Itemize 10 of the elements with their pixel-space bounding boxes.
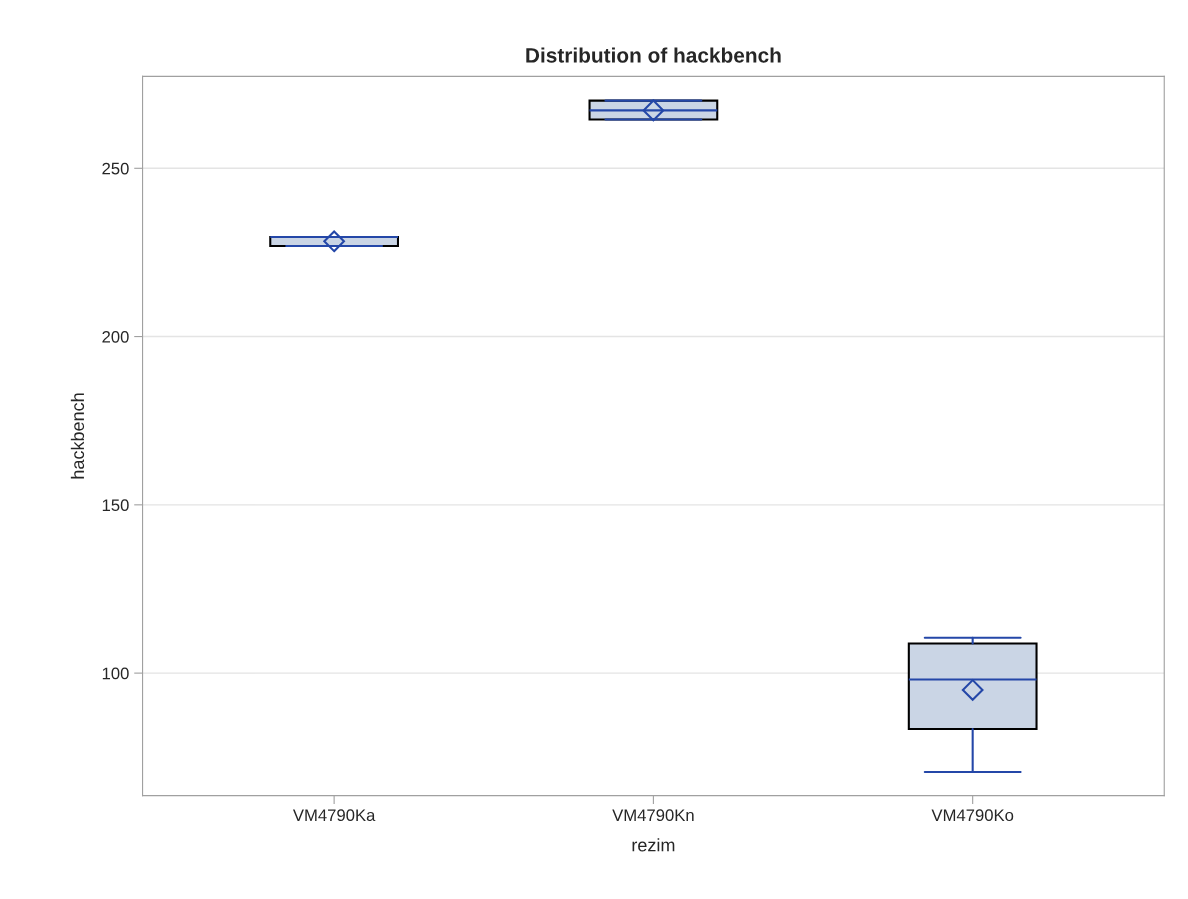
x-tick-label: VM4790Ka xyxy=(292,809,376,822)
y-tick-label: 100 xyxy=(102,667,129,680)
y-tick-label: 250 xyxy=(102,162,129,175)
y-tick-label: 150 xyxy=(102,499,129,512)
x-tick-label: VM4790Ko xyxy=(931,809,1014,822)
x-axis-title: rezim xyxy=(632,838,675,852)
x-tick-label: VM4790Kn xyxy=(612,809,694,822)
chart-title: Distribution of hackbench xyxy=(526,47,781,63)
y-tick-label: 200 xyxy=(102,330,129,343)
y-axis-title: hackbench xyxy=(70,393,85,479)
